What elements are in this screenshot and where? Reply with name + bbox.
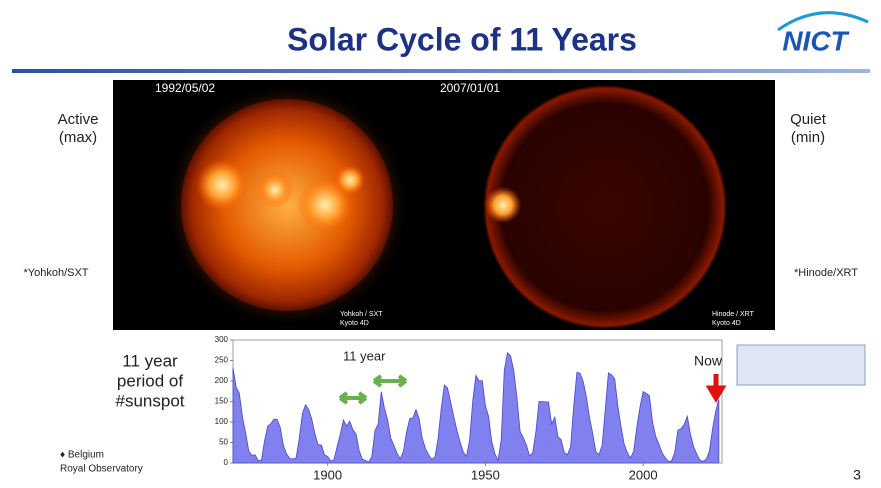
y-tick-label: 0 bbox=[224, 458, 229, 467]
active-region bbox=[485, 187, 521, 223]
callout-box bbox=[736, 344, 866, 386]
image-source: *Hinode/XRT bbox=[794, 267, 858, 279]
y-tick-label: 200 bbox=[215, 376, 229, 385]
y-tick-label: 150 bbox=[215, 397, 229, 406]
data-source: ♦ Belgium bbox=[60, 450, 104, 461]
y-tick-label: 100 bbox=[215, 417, 229, 426]
sunspot-area bbox=[232, 351, 720, 464]
state-label: Quiet bbox=[790, 111, 827, 128]
period-arrow bbox=[338, 391, 368, 405]
state-label: (min) bbox=[791, 129, 825, 146]
title-rule bbox=[12, 69, 870, 73]
image-credit: Kyoto 4D bbox=[712, 320, 741, 327]
sun-active bbox=[181, 99, 393, 311]
x-tick-label: 1900 bbox=[313, 467, 342, 482]
x-tick-label: 1950 bbox=[471, 467, 500, 482]
image-date: 1992/05/02 bbox=[155, 81, 215, 95]
state-label: (max) bbox=[59, 129, 97, 146]
active-region bbox=[297, 177, 353, 233]
annotation: 11 year bbox=[343, 348, 386, 363]
chart-caption: #sunspot bbox=[116, 391, 185, 410]
title: Solar Cycle of 11 Years bbox=[287, 21, 637, 57]
image-date: 2007/01/01 bbox=[440, 81, 500, 95]
annotation: Now bbox=[694, 353, 723, 369]
sun-quiet bbox=[483, 85, 727, 329]
image-source: *Yohkoh/SXT bbox=[23, 267, 88, 279]
y-tick-label: 250 bbox=[215, 356, 229, 365]
image-credit: Kyoto 4D bbox=[340, 320, 369, 327]
now-arrow bbox=[705, 374, 727, 403]
active-region bbox=[335, 165, 365, 195]
image-credit: Yohkoh / SXT bbox=[340, 311, 383, 318]
y-tick-label: 50 bbox=[219, 438, 228, 447]
image-credit: Hinode / XRT bbox=[712, 311, 755, 318]
page-number: 3 bbox=[853, 467, 861, 483]
state-label: Active bbox=[58, 111, 99, 128]
period-arrow bbox=[372, 374, 408, 388]
x-tick-label: 2000 bbox=[629, 467, 658, 482]
data-source: Royal Observatory bbox=[60, 464, 143, 475]
chart-caption: period of bbox=[117, 371, 183, 390]
y-tick-label: 300 bbox=[215, 335, 229, 344]
active-region bbox=[257, 172, 293, 208]
chart-caption: 11 year bbox=[122, 351, 178, 370]
logo: NICT bbox=[782, 25, 850, 56]
logo-swoosh bbox=[777, 11, 869, 32]
active-region bbox=[196, 159, 248, 211]
